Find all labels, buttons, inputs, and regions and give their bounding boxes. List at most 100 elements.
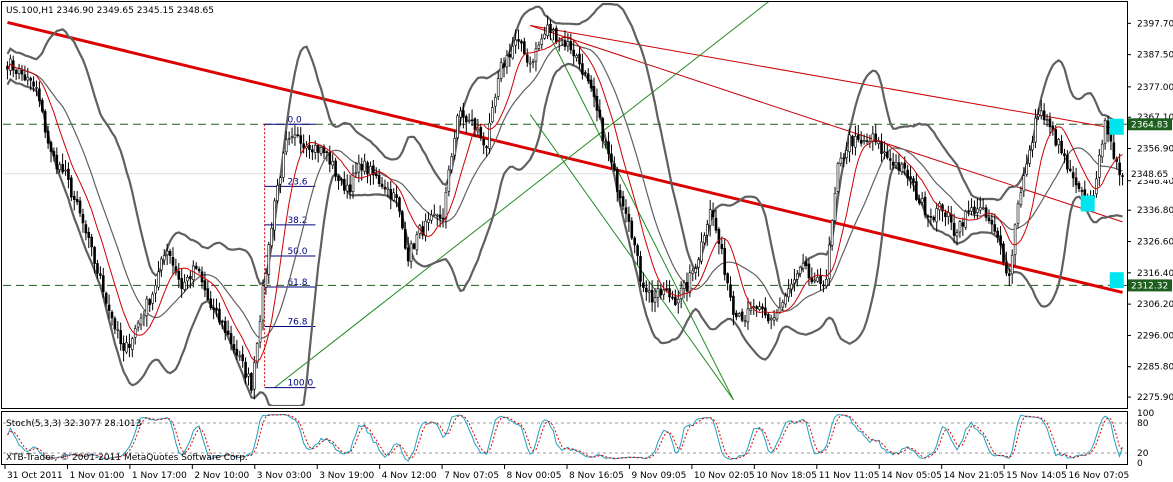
candle-body (75, 198, 79, 203)
candle-body (947, 212, 950, 217)
thin-trendline[interactable] (530, 24, 1123, 131)
candle-body (1013, 224, 1017, 255)
candle-body (642, 282, 645, 288)
highlight-marker[interactable] (1109, 118, 1124, 135)
fibonacci-retracement[interactable]: 0.0 23.6 38.2 50.0 61.8 76.8 100.0 (264, 115, 316, 389)
candle-body (357, 162, 361, 173)
markers[interactable] (1080, 118, 1124, 289)
candle-body (798, 266, 802, 274)
candle-body (691, 270, 695, 274)
time-axis: 31 Oct 2011 1 Nov 01:00 1 Nov 17:00 2 Nov 1… (4, 465, 1129, 481)
candle-body (255, 342, 259, 364)
candle-body (252, 362, 256, 390)
candle-body (981, 207, 985, 210)
candle-body (740, 311, 744, 321)
price-tick-label: 2356.90 (1137, 145, 1173, 155)
main-trendline[interactable] (7, 20, 1123, 294)
price-tick-label: 2387.50 (1137, 51, 1173, 61)
candle-body (549, 23, 552, 34)
candle-body (276, 185, 279, 202)
candle-body (842, 157, 846, 160)
candle-body (880, 141, 883, 154)
fib-level-label: 76.8 (287, 318, 307, 328)
candle-body (743, 320, 747, 323)
price-tick-label: 2296.00 (1137, 331, 1173, 341)
candle-body (392, 192, 395, 201)
candle-body (328, 152, 332, 165)
candle-body (52, 151, 56, 157)
candle-body (290, 136, 294, 139)
candle-body (656, 288, 660, 298)
candle-body (978, 207, 982, 211)
candle-body (627, 213, 631, 222)
candle-body (177, 270, 181, 280)
candle-body (374, 173, 378, 176)
candle-body (517, 39, 520, 42)
time-tick-label: 14 Nov 05:05 (881, 471, 942, 481)
candle-body (976, 208, 979, 213)
candle-body (1022, 175, 1026, 192)
candle-body (215, 307, 218, 311)
candle-body (467, 119, 471, 122)
candle-body (122, 343, 125, 351)
candle-body (160, 258, 163, 271)
moving-average (7, 36, 1123, 362)
candle-body (93, 246, 96, 264)
highlight-marker[interactable] (1109, 272, 1124, 289)
candle-body (46, 130, 50, 144)
candle-body (729, 284, 732, 298)
candle-body (32, 81, 35, 87)
current-price-tag: 2348.65 (1131, 170, 1168, 180)
candle-body (984, 207, 988, 218)
candle-body (1034, 117, 1037, 143)
candle-body (296, 134, 300, 136)
stoch-tick-label: 100 (1137, 409, 1154, 419)
candle-body (636, 245, 639, 256)
price-tick-label: 2306.20 (1137, 300, 1173, 310)
candle-body (247, 373, 250, 377)
green-trendline[interactable] (547, 31, 734, 401)
candle-body (920, 198, 924, 203)
candle-body (235, 348, 239, 356)
candle-body (912, 178, 915, 184)
candle-body (891, 161, 895, 166)
copyright-text: XTB-Trader, © 2001-2011 MetaQuotes Softw… (6, 453, 248, 463)
candle-body (633, 237, 636, 246)
candle-body (540, 38, 544, 45)
candle-body (598, 109, 602, 118)
candle-body (58, 164, 62, 170)
candle-body (311, 149, 314, 153)
highlight-marker[interactable] (1080, 195, 1095, 212)
candle-body (206, 288, 210, 300)
candle-body (952, 222, 956, 236)
candle-body (488, 122, 491, 149)
candle-body (584, 72, 587, 74)
green-trendline[interactable] (274, 0, 821, 388)
candle-body (697, 259, 700, 268)
candle-body (662, 289, 666, 295)
candle-body (801, 262, 805, 269)
candle-body (996, 230, 999, 238)
candle-body (250, 373, 253, 391)
candle-body (676, 298, 680, 304)
candle-body (932, 216, 936, 221)
candle-body (1057, 139, 1060, 146)
candle-body (607, 141, 610, 155)
candle-body (316, 145, 320, 153)
candle-body (380, 183, 384, 187)
candle-body (749, 308, 753, 311)
candle-body (732, 295, 735, 315)
candle-body (1080, 190, 1084, 192)
candle-body (973, 206, 976, 215)
candle-body (348, 184, 352, 193)
candle-body (523, 41, 526, 55)
trendlines[interactable] (7, 0, 1123, 401)
candle-body (302, 143, 305, 149)
candle-body (267, 244, 271, 275)
candle-body (967, 210, 970, 213)
candle-body (99, 273, 102, 276)
candle-body (221, 320, 224, 323)
candle-body (325, 151, 329, 153)
candle-body (682, 282, 686, 289)
